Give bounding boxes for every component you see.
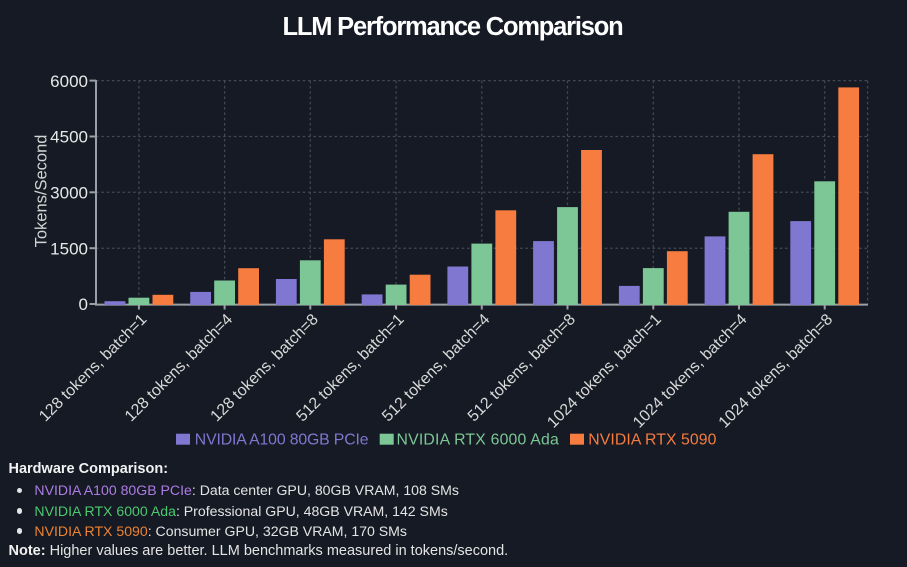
svg-text:6000: 6000 <box>50 72 88 91</box>
svg-text:NVIDIA A100 80GB PCIe: NVIDIA A100 80GB PCIe <box>195 431 369 448</box>
svg-text:NVIDIA RTX 6000 Ada: NVIDIA RTX 6000 Ada <box>397 431 559 448</box>
svg-text:3000: 3000 <box>50 184 88 203</box>
svg-text:NVIDIA RTX 5090: NVIDIA RTX 5090 <box>588 431 716 448</box>
svg-text:1500: 1500 <box>50 239 88 258</box>
svg-text:Tokens/Second: Tokens/Second <box>33 135 51 248</box>
svg-text:0: 0 <box>79 295 88 314</box>
svg-text:4500: 4500 <box>50 128 88 147</box>
svg-text:LLM Performance Comparison: LLM Performance Comparison <box>282 13 622 41</box>
